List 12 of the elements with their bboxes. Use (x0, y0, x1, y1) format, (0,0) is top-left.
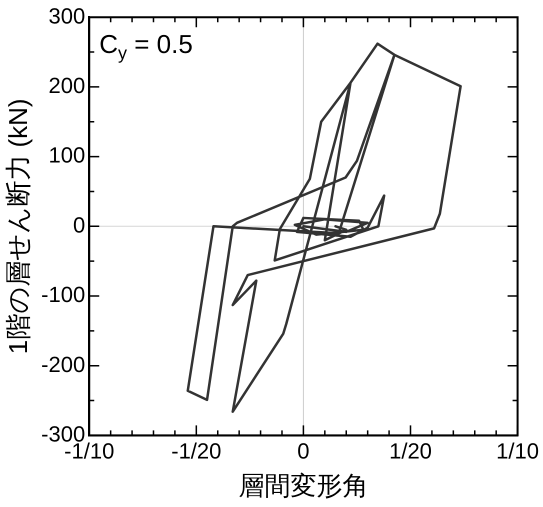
y-axis-title: 1階の層せん断力 (kN) (2, 98, 33, 354)
y-tick-label: -200 (41, 352, 86, 377)
y-tick-label: 0 (72, 212, 86, 238)
y-tick-label: -100 (41, 282, 86, 308)
x-tick-label: 0 (297, 438, 310, 464)
y-tick-label: 200 (48, 72, 86, 98)
y-tick-label: 100 (48, 142, 86, 168)
y-tick-label: 300 (48, 3, 86, 28)
x-tick-label: 1/20 (389, 438, 432, 464)
x-tick-label: 1/10 (496, 438, 540, 464)
x-axis-title: 層間変形角 (238, 470, 368, 501)
x-tick-label: -1/20 (171, 438, 222, 464)
